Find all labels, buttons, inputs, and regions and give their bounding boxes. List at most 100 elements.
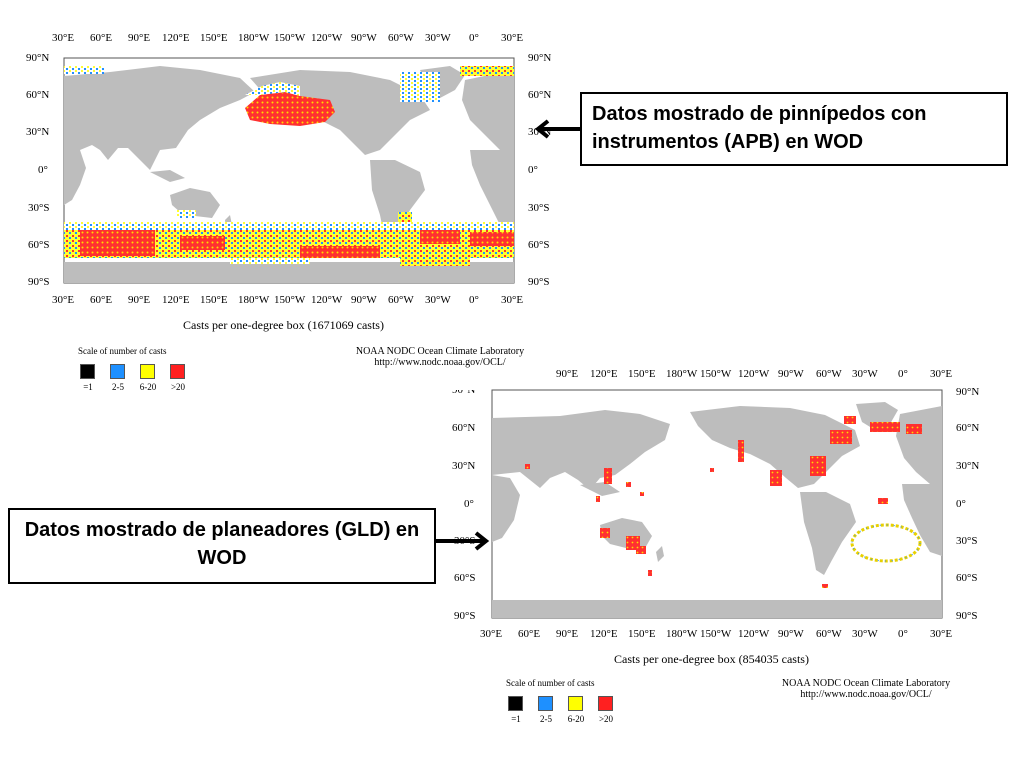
apb-lon-top-label: 120°E — [162, 32, 190, 44]
gld-scale-label: =1 — [511, 714, 521, 724]
apb-lat-left-label: 60°S — [28, 239, 50, 251]
gld-casts-density — [525, 416, 922, 588]
apb-lon-bottom-label: 60°E — [90, 294, 113, 306]
gld-lon-bottom-label: 30°E — [480, 628, 503, 640]
gld-arrow-icon — [434, 531, 490, 551]
apb-lon-bottom-label: 30°E — [501, 294, 524, 306]
gld-map-panel: 90°E 120°E 150°E 180°W 150°W 120°W 90°W … — [430, 360, 1024, 768]
gld-lon-bottom-label: 30°W — [852, 628, 878, 640]
gld-lat-right-label: 90°S — [956, 610, 978, 622]
gld-lon-bottom-label: 150°W — [700, 628, 732, 640]
gld-lon-bottom-label: 90°W — [778, 628, 804, 640]
gld-lat-right-label: 60°S — [956, 572, 978, 584]
gld-lon-bottom-label: 0° — [898, 628, 908, 640]
apb-lon-top-label: 60°W — [388, 32, 414, 44]
apb-callout-text: Datos mostrado de pinnípedos con instrum… — [592, 103, 927, 153]
apb-lon-top-label: 0° — [469, 32, 479, 44]
apb-casts-density — [64, 66, 514, 266]
apb-lat-right-label: 60°S — [528, 239, 550, 251]
apb-arrow-icon — [534, 119, 582, 139]
gld-caption: Casts per one-degree box (854035 casts) — [614, 652, 809, 666]
gld-scale-label: >20 — [598, 714, 614, 724]
apb-lon-bottom-label: 30°E — [52, 294, 75, 306]
gld-lat-left-label: 0° — [464, 498, 474, 510]
apb-lon-top-label: 180°W — [238, 32, 270, 44]
apb-lat-left-label: 90°N — [26, 52, 50, 64]
apb-lon-top-label: 90°E — [128, 32, 151, 44]
gld-lon-bottom-label: 150°E — [628, 628, 656, 640]
gld-lon-bottom-label: 60°E — [518, 628, 541, 640]
apb-callout-box: Datos mostrado de pinnípedos con instrum… — [580, 92, 1008, 166]
apb-lon-bottom-label: 30°W — [425, 294, 451, 306]
gld-callout-box: Datos mostrado de planeadores (GLD) en W… — [8, 508, 436, 584]
apb-map-panel: 30°E 60°E 90°E 120°E 150°E 180°W 150°W 1… — [0, 0, 560, 400]
apb-scale-label: 6-20 — [139, 382, 157, 392]
apb-lat-right-label: 90°N — [528, 52, 552, 64]
apb-scale-swatch — [170, 364, 185, 379]
apb-scale-label: =1 — [83, 382, 93, 392]
apb-scale-swatch — [110, 364, 125, 379]
gld-lon-top-label: 30°E — [930, 368, 953, 380]
gld-scale-swatch — [508, 696, 523, 711]
apb-lon-bottom-label: 150°E — [200, 294, 228, 306]
gld-lon-top-label: 120°E — [590, 368, 618, 380]
gld-scale-label: 6-20 — [567, 714, 585, 724]
apb-lat-left-label: 60°N — [26, 89, 50, 101]
apb-lat-left-label: 0° — [38, 164, 48, 176]
gld-lat-left-label: 90°S — [454, 610, 476, 622]
apb-credit-line2: http://www.nodc.noaa.gov/OCL/ — [374, 357, 506, 368]
gld-lon-top-label: 0° — [898, 368, 908, 380]
gld-credit-line2: http://www.nodc.noaa.gov/OCL/ — [800, 689, 932, 700]
gld-lat-left-label: 30°N — [452, 460, 476, 472]
apb-lat-right-label: 90°S — [528, 276, 550, 288]
apb-lon-top-label: 120°W — [311, 32, 343, 44]
apb-lat-right-label: 30°S — [528, 202, 550, 214]
gld-scale-swatch — [598, 696, 613, 711]
gld-lat-right-label: 60°N — [956, 422, 980, 434]
gld-lon-bottom-label: 180°W — [666, 628, 698, 640]
gld-lon-top-label: 30°W — [852, 368, 878, 380]
gld-lon-top-label: 150°E — [628, 368, 656, 380]
apb-caption: Casts per one-degree box (1671069 casts) — [183, 318, 384, 332]
apb-lon-bottom-label: 90°W — [351, 294, 377, 306]
apb-lon-bottom-label: 60°W — [388, 294, 414, 306]
gld-lat-left-label: 60°S — [454, 572, 476, 584]
gld-credit-line1: NOAA NODC Ocean Climate Laboratory — [781, 678, 951, 689]
gld-lon-bottom-label: 30°E — [930, 628, 953, 640]
apb-scale-title: Scale of number of casts — [78, 346, 167, 356]
apb-scale-label: 2-5 — [112, 382, 124, 392]
apb-lon-top-label: 150°W — [274, 32, 306, 44]
apb-lon-bottom-label: 0° — [469, 294, 479, 306]
gld-lat-right-label: 0° — [956, 498, 966, 510]
apb-lat-left-label: 30°S — [28, 202, 50, 214]
apb-lon-top-label: 30°E — [52, 32, 75, 44]
apb-lat-left-label: 30°N — [26, 126, 50, 138]
gld-lon-top-label: 90°W — [778, 368, 804, 380]
apb-lon-top-label: 150°E — [200, 32, 228, 44]
apb-lon-top-label: 30°W — [425, 32, 451, 44]
gld-scale-swatch — [568, 696, 583, 711]
apb-scale-swatch — [140, 364, 155, 379]
apb-lon-bottom-label: 120°E — [162, 294, 190, 306]
gld-scale-title: Scale of number of casts — [506, 678, 595, 688]
apb-credit-line1: NOAA NODC Ocean Climate Laboratory — [355, 346, 525, 357]
gld-lat-right-label: 90°N — [956, 386, 980, 398]
gld-lat-left-label: 60°N — [452, 422, 476, 434]
gld-lat-right-label: 30°S — [956, 535, 978, 547]
gld-lon-bottom-label: 90°E — [556, 628, 579, 640]
gld-lat-right-label: 30°N — [956, 460, 980, 472]
gld-lon-top-label: 60°W — [816, 368, 842, 380]
apb-scale-swatch — [80, 364, 95, 379]
gld-lon-bottom-label: 120°W — [738, 628, 770, 640]
apb-world-map — [63, 57, 515, 284]
gld-lon-top-label: 150°W — [700, 368, 732, 380]
gld-lon-bottom-label: 120°E — [590, 628, 618, 640]
gld-lon-top-label: 120°W — [738, 368, 770, 380]
gld-lon-top-label: 180°W — [666, 368, 698, 380]
gld-scale-label: 2-5 — [540, 714, 552, 724]
gld-lon-top-label: 90°E — [556, 368, 579, 380]
apb-scale-label: >20 — [170, 382, 186, 392]
apb-lon-bottom-label: 180°W — [238, 294, 270, 306]
gld-callout-text: Datos mostrado de planeadores (GLD) en W… — [24, 519, 420, 569]
apb-lon-top-label: 60°E — [90, 32, 113, 44]
